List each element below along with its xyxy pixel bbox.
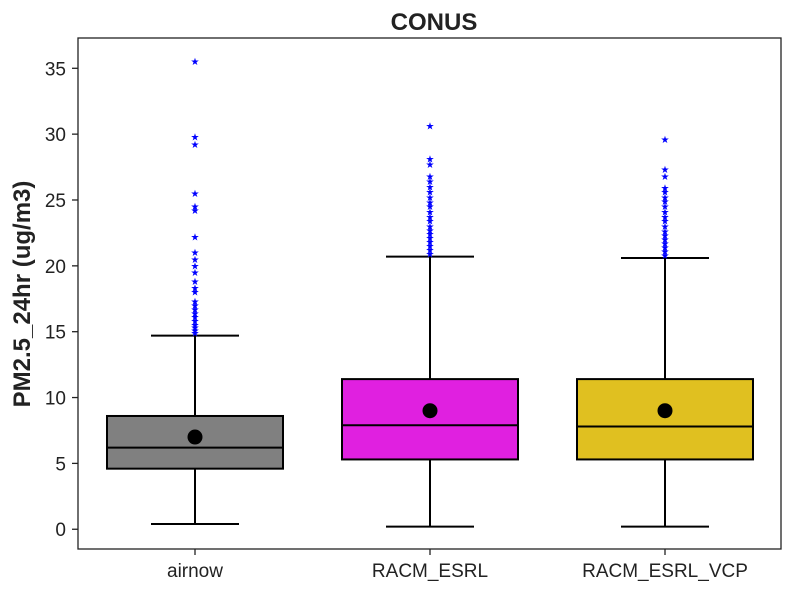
outlier-airnow-21: ★ bbox=[191, 323, 200, 334]
outlier-racm-esrl-0: ★ bbox=[426, 122, 435, 133]
outlier-airnow-13: ★ bbox=[191, 288, 200, 299]
outlier-racm-esrl-vcp-14: ★ bbox=[661, 235, 670, 246]
outlier-airnow-19: ★ bbox=[191, 317, 200, 328]
outlier-racm-esrl-vcp-18: ★ bbox=[661, 251, 670, 262]
box-racm-esrl bbox=[341, 378, 519, 461]
outlier-racm-esrl-vcp-8: ★ bbox=[661, 207, 670, 218]
outlier-racm-esrl-vcp-12: ★ bbox=[661, 227, 670, 238]
outlier-racm-esrl-vcp-15: ★ bbox=[661, 239, 670, 250]
y-tick-label-15: 15 bbox=[45, 323, 66, 344]
outlier-racm-esrl-13: ★ bbox=[426, 222, 435, 233]
mean-marker-airnow bbox=[187, 429, 203, 445]
outlier-airnow-4: ★ bbox=[191, 202, 200, 213]
plot-area: 05101520253035airnow★★★★★★★★★★★★★★★★★★★★… bbox=[45, 37, 782, 582]
outlier-racm-esrl-vcp-6: ★ bbox=[661, 197, 670, 208]
outlier-airnow-1: ★ bbox=[191, 132, 200, 143]
outlier-airnow-11: ★ bbox=[191, 277, 200, 288]
outlier-airnow-20: ★ bbox=[191, 321, 200, 332]
outlier-airnow-5: ★ bbox=[191, 206, 200, 217]
outlier-racm-esrl-16: ★ bbox=[426, 234, 435, 245]
outlier-racm-esrl-17: ★ bbox=[426, 238, 435, 249]
y-tick-label-10: 10 bbox=[45, 389, 66, 410]
outlier-racm-esrl-2: ★ bbox=[426, 160, 435, 171]
outlier-airnow-22: ★ bbox=[191, 326, 200, 337]
y-axis-label: PM2.5_24hr (ug/m3) bbox=[9, 181, 36, 408]
outlier-racm-esrl-1: ★ bbox=[426, 155, 435, 166]
y-tick-label-0: 0 bbox=[55, 520, 66, 541]
outlier-racm-esrl-vcp-5: ★ bbox=[661, 193, 670, 204]
outlier-airnow-9: ★ bbox=[191, 261, 200, 272]
y-tick-label-25: 25 bbox=[45, 191, 66, 212]
outlier-racm-esrl-14: ★ bbox=[426, 226, 435, 237]
outlier-racm-esrl-7: ★ bbox=[426, 193, 435, 204]
outlier-racm-esrl-vcp-17: ★ bbox=[661, 247, 670, 258]
y-tick-label-30: 30 bbox=[45, 125, 66, 146]
outlier-airnow-7: ★ bbox=[191, 248, 200, 259]
outlier-airnow-3: ★ bbox=[191, 189, 200, 200]
outlier-racm-esrl-vcp-2: ★ bbox=[661, 172, 670, 183]
y-tick-label-35: 35 bbox=[45, 59, 66, 80]
x-tick-label-racm-esrl-vcp: RACM_ESRL_VCP bbox=[582, 561, 748, 582]
mean-marker-racm-esrl-vcp bbox=[657, 403, 673, 419]
outlier-racm-esrl-vcp-9: ★ bbox=[661, 213, 670, 224]
outlier-airnow-17: ★ bbox=[191, 309, 200, 320]
outlier-airnow-14: ★ bbox=[191, 297, 200, 308]
outlier-racm-esrl-6: ★ bbox=[426, 188, 435, 199]
outlier-airnow-15: ★ bbox=[191, 301, 200, 312]
outlier-airnow-6: ★ bbox=[191, 232, 200, 243]
outlier-racm-esrl-vcp-13: ★ bbox=[661, 231, 670, 242]
outlier-racm-esrl-vcp-16: ★ bbox=[661, 243, 670, 254]
outlier-airnow-2: ★ bbox=[191, 140, 200, 151]
outlier-airnow-0: ★ bbox=[191, 57, 200, 68]
outlier-racm-esrl-15: ★ bbox=[426, 230, 435, 241]
outlier-airnow-23: ★ bbox=[191, 329, 200, 340]
outlier-racm-esrl-12: ★ bbox=[426, 217, 435, 228]
outlier-racm-esrl-18: ★ bbox=[426, 242, 435, 253]
outlier-racm-esrl-vcp-4: ★ bbox=[661, 188, 670, 199]
outlier-airnow-8: ★ bbox=[191, 255, 200, 266]
outlier-racm-esrl-vcp-3: ★ bbox=[661, 184, 670, 195]
outlier-racm-esrl-4: ★ bbox=[426, 177, 435, 188]
outlier-racm-esrl-11: ★ bbox=[426, 213, 435, 224]
outlier-racm-esrl-8: ★ bbox=[426, 198, 435, 209]
outlier-racm-esrl-vcp-7: ★ bbox=[661, 202, 670, 213]
outlier-airnow-16: ★ bbox=[191, 305, 200, 316]
outlier-racm-esrl-vcp-11: ★ bbox=[661, 222, 670, 233]
outlier-racm-esrl-vcp-0: ★ bbox=[661, 135, 670, 146]
outlier-racm-esrl-19: ★ bbox=[426, 246, 435, 257]
y-tick-label-20: 20 bbox=[45, 257, 66, 278]
outlier-racm-esrl-3: ★ bbox=[426, 172, 435, 183]
x-tick-label-racm-esrl: RACM_ESRL bbox=[372, 561, 488, 582]
outlier-racm-esrl-20: ★ bbox=[426, 249, 435, 260]
chart-title: CONUS bbox=[391, 9, 478, 36]
x-tick-label-airnow: airnow bbox=[167, 561, 223, 582]
box-racm-esrl-vcp bbox=[576, 378, 754, 461]
outlier-racm-esrl-10: ★ bbox=[426, 207, 435, 218]
y-tick-label-5: 5 bbox=[55, 454, 66, 475]
outlier-racm-esrl-9: ★ bbox=[426, 202, 435, 213]
mean-marker-racm-esrl bbox=[422, 403, 438, 419]
outlier-racm-esrl-vcp-10: ★ bbox=[661, 217, 670, 228]
outlier-airnow-12: ★ bbox=[191, 284, 200, 295]
outlier-racm-esrl-vcp-1: ★ bbox=[661, 165, 670, 176]
outlier-racm-esrl-5: ★ bbox=[426, 182, 435, 193]
outlier-airnow-18: ★ bbox=[191, 313, 200, 324]
outlier-airnow-10: ★ bbox=[191, 268, 200, 279]
